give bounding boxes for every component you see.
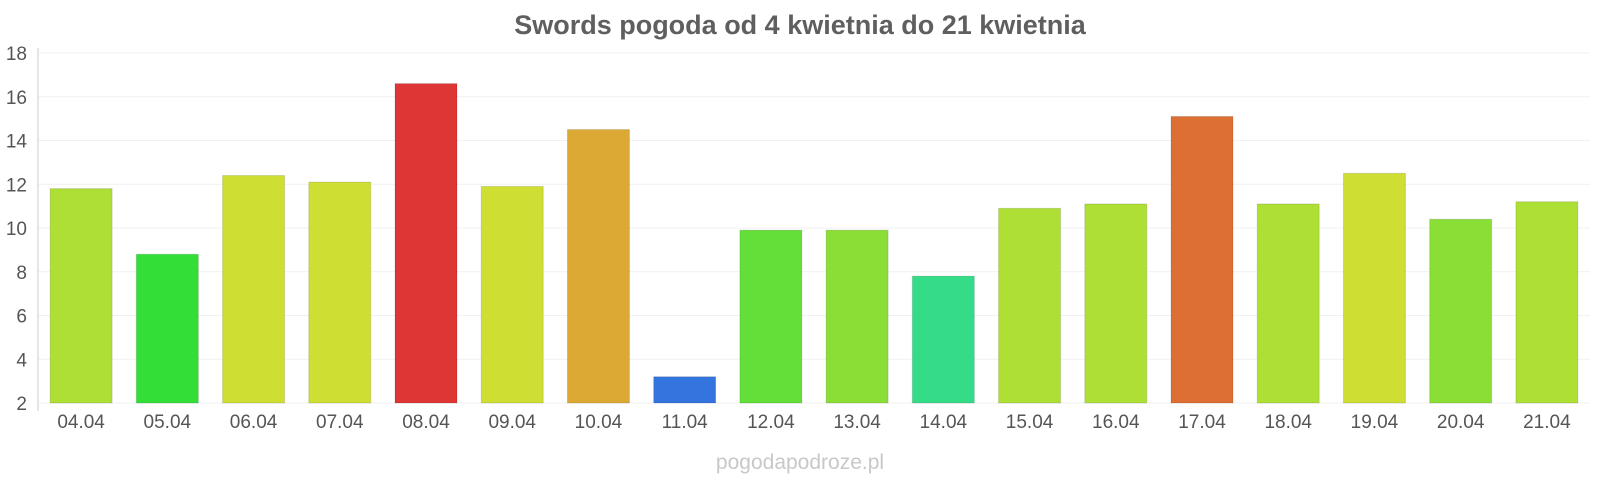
bar bbox=[480, 185, 544, 404]
x-tick-label: 21.04 bbox=[1523, 412, 1571, 433]
bar bbox=[1256, 203, 1320, 404]
chart-title: Swords pogoda od 4 kwietnia do 21 kwietn… bbox=[514, 10, 1086, 40]
bar bbox=[135, 253, 199, 404]
x-tick-label: 11.04 bbox=[662, 412, 709, 433]
x-tick-label: 09.04 bbox=[488, 412, 536, 433]
watermark: pogodapodroze.pl bbox=[715, 451, 885, 474]
bar bbox=[739, 229, 803, 404]
x-tick-label: 18.04 bbox=[1264, 412, 1312, 433]
y-tick-label: 4 bbox=[16, 350, 27, 371]
x-tick-label: 12.04 bbox=[747, 412, 795, 433]
bar bbox=[1342, 172, 1406, 404]
bar bbox=[653, 376, 717, 404]
x-tick-label: 14.04 bbox=[920, 412, 968, 433]
x-tick-label: 10.04 bbox=[575, 412, 623, 433]
bar bbox=[394, 83, 458, 404]
x-tick-label: 07.04 bbox=[316, 412, 364, 433]
x-tick-label: 06.04 bbox=[230, 412, 278, 433]
x-tick-label: 08.04 bbox=[402, 412, 450, 433]
bar bbox=[1170, 115, 1234, 404]
y-tick-label: 18 bbox=[6, 44, 27, 65]
y-tick-label: 16 bbox=[6, 88, 27, 109]
bar bbox=[998, 207, 1062, 404]
x-tick-label: 16.04 bbox=[1092, 412, 1140, 433]
bar bbox=[825, 229, 889, 404]
x-tick-label: 19.04 bbox=[1351, 412, 1399, 433]
x-tick-label: 17.04 bbox=[1178, 412, 1226, 433]
x-tick-label: 15.04 bbox=[1006, 412, 1054, 433]
bar bbox=[911, 275, 975, 404]
y-tick-label: 12 bbox=[6, 175, 27, 196]
x-tick-label: 05.04 bbox=[144, 412, 192, 433]
y-tick-label: 8 bbox=[16, 263, 27, 284]
y-tick-label: 6 bbox=[16, 307, 27, 328]
y-tick-label: 14 bbox=[6, 132, 28, 153]
y-tick-label: 10 bbox=[6, 219, 27, 240]
bar bbox=[222, 175, 286, 404]
bar bbox=[1515, 201, 1579, 404]
x-tick-label: 13.04 bbox=[833, 412, 881, 433]
bar bbox=[1084, 203, 1148, 404]
bar bbox=[1429, 218, 1493, 404]
bar bbox=[49, 188, 113, 404]
x-tick-label: 04.04 bbox=[57, 412, 105, 433]
y-tick-label: 2 bbox=[16, 394, 27, 415]
x-tick-label: 20.04 bbox=[1437, 412, 1485, 433]
bar bbox=[566, 129, 630, 404]
bar bbox=[308, 181, 372, 404]
